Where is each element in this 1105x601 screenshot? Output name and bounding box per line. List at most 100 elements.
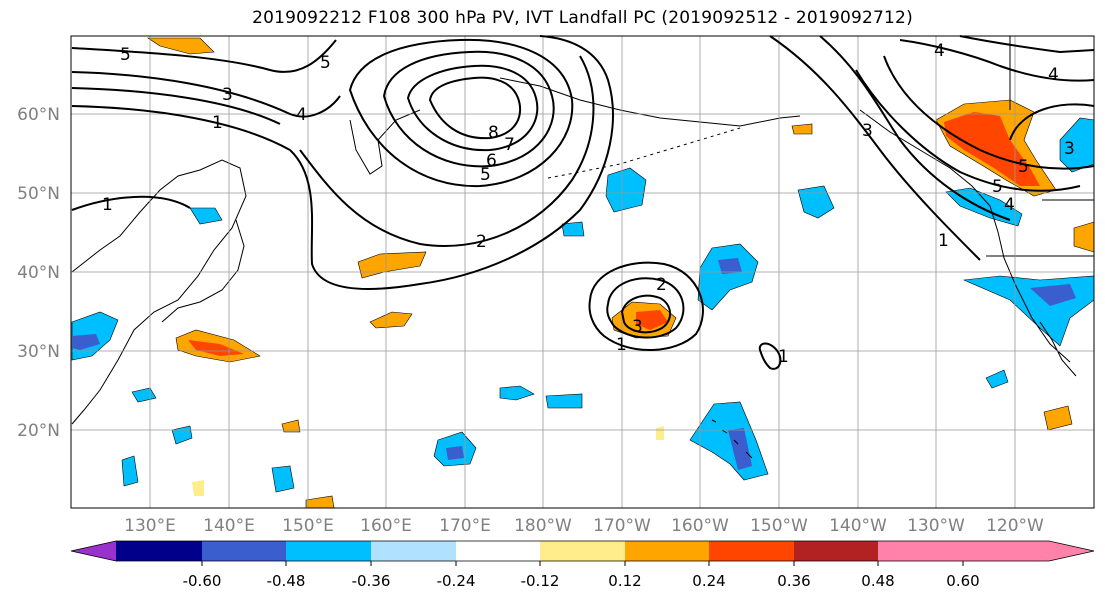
contour-2-west: [299, 55, 595, 248]
contour-low-center-6: [382, 50, 555, 168]
contour-label: 1: [102, 195, 113, 215]
colorbar-tick-label: 0.36: [777, 572, 810, 590]
orange-shading: [305, 495, 335, 509]
darkblue-shading: [446, 446, 464, 460]
blue-shading: [131, 387, 157, 403]
lon-label: 130°E: [124, 516, 176, 536]
lon-label: 180°W: [514, 516, 572, 536]
orange-shading: [357, 251, 427, 279]
contour-east-4: [883, 55, 1095, 170]
baja-coastline: [1039, 321, 1077, 377]
colorbar-outline: [70, 540, 1095, 562]
blue-shading: [271, 465, 295, 493]
coastline-layer: [71, 36, 1094, 459]
colorbar-tick-label: -0.48: [267, 572, 306, 590]
blue-shading: [697, 243, 759, 311]
contour-5-west: [71, 39, 337, 73]
orange-shading: [281, 419, 301, 433]
colorbar-tick-label: 0.24: [692, 572, 725, 590]
lon-label: 170°W: [593, 516, 651, 536]
colorbar-tick-label: 0.60: [946, 572, 979, 590]
lat-label: 20°N: [17, 421, 60, 441]
colorbar: -0.60 -0.48 -0.36 -0.24 -0.12 0.12 0.24 …: [70, 540, 1095, 590]
orange-shading: [1073, 221, 1095, 253]
contour-label: 1: [778, 347, 789, 367]
contour-label: 4: [934, 41, 945, 61]
blue-shading: [797, 185, 835, 219]
na-coastline: [859, 109, 1071, 363]
contour-label: 2: [476, 232, 487, 252]
contour-label: 6: [486, 151, 497, 171]
darkblue-shading: [718, 258, 742, 274]
lon-label: 170°E: [439, 516, 491, 536]
contour-label: 3: [1064, 139, 1075, 159]
pv-contour-layer: [71, 35, 1095, 370]
contour-west-low-1: [71, 195, 191, 211]
contour-label: 8: [488, 123, 499, 143]
orange-shading: [791, 123, 813, 135]
blue-shading: [189, 207, 223, 225]
contour-cut-low-2: [606, 277, 685, 339]
blue-shading: [689, 401, 769, 481]
darkblue-shading: [72, 334, 100, 350]
contour-east-ridge-5: [959, 35, 1095, 54]
contour-label: 4: [1004, 195, 1015, 215]
lat-label: 40°N: [17, 263, 60, 283]
contour-label: 5: [120, 45, 131, 65]
contour-label: 5: [992, 177, 1003, 197]
blue-shading: [121, 455, 139, 487]
yellow-shading: [656, 426, 664, 440]
blue-shading: [985, 369, 1009, 389]
red-shading: [636, 310, 668, 330]
longitude-labels: 130°E 140°E 150°E 160°E 170°E 180°W 170°…: [124, 516, 1044, 536]
colorbar-bin: [286, 541, 371, 561]
contour-label: 3: [632, 317, 643, 337]
colorbar-bin: [202, 541, 286, 561]
contour-label: 3: [222, 85, 233, 105]
shaded-field-layer: [71, 37, 1095, 509]
contour-label: 1: [616, 335, 627, 355]
blue-shading: [545, 393, 583, 409]
lon-label: 150°E: [282, 516, 334, 536]
contour-east-3: [855, 69, 1081, 192]
contour-labels: 5 5 3 4 1 1 8 7 6 5 2 2 3 1 1 4 4 3 5 5 …: [102, 41, 1075, 367]
contour-low-center-7: [406, 64, 539, 152]
latitude-labels: 60°N 50°N 40°N 30°N 20°N: [17, 105, 60, 441]
lon-label: 160°E: [360, 516, 412, 536]
lat-label: 60°N: [17, 105, 60, 125]
contour-small-1: [758, 342, 782, 370]
lat-label: 50°N: [17, 184, 60, 204]
contour-label: 5: [1018, 157, 1029, 177]
red-shading: [188, 340, 244, 356]
colorbar-bin: [878, 541, 963, 561]
us-border: [986, 36, 1094, 257]
lon-label: 150°W: [750, 516, 808, 536]
plot-title: 2019092212 F108 300 hPa PV, IVT Landfall…: [252, 8, 913, 28]
asia-coastline: [71, 159, 247, 425]
orange-shading: [147, 37, 215, 55]
lon-label: 160°W: [671, 516, 729, 536]
gridline-layer: [71, 36, 1094, 508]
lon-label: 140°E: [203, 516, 255, 536]
colorbar-tick-label: 0.48: [861, 572, 894, 590]
red-shading: [944, 112, 1040, 186]
blue-shading: [561, 221, 585, 237]
japan-coastline: [161, 219, 245, 323]
contour-label: 1: [212, 113, 223, 133]
contour-east-ridge-4: [899, 39, 1095, 82]
contour-cut-low-outer: [588, 261, 704, 352]
contour-3-west: [71, 87, 281, 125]
colorbar-arrow-right: [963, 541, 1094, 561]
colorbar-arrow-left: [71, 541, 116, 561]
blue-shading: [171, 425, 193, 445]
contour-label: 3: [862, 121, 873, 141]
colorbar-tick-label: -0.36: [352, 572, 391, 590]
colorbar-tick-label: -0.24: [437, 572, 476, 590]
hawaii-islands: [711, 419, 753, 459]
blue-shading: [499, 385, 535, 401]
colorbar-bin: [625, 541, 709, 561]
colorbar-tick-label: -0.12: [521, 572, 560, 590]
contour-label: 4: [1048, 65, 1059, 85]
map-frame: [70, 35, 1095, 509]
